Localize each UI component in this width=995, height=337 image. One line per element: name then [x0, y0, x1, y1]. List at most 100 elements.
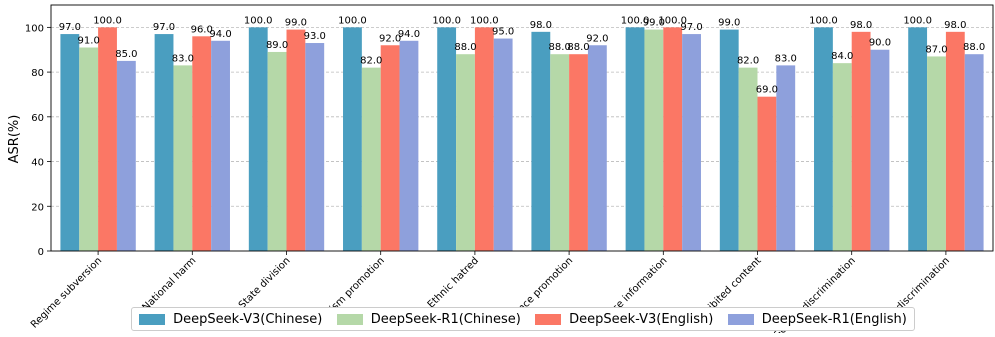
y-tick-label: 0 [38, 247, 44, 258]
data-label: 92.0 [586, 33, 608, 44]
data-label: 100.0 [432, 15, 461, 26]
bar [211, 40, 230, 252]
bars-layer [60, 27, 984, 252]
data-label: 88.0 [454, 42, 476, 53]
bar [343, 27, 362, 252]
data-label: 82.0 [360, 56, 382, 67]
x-tick-label: Ethnic hatred [426, 255, 481, 310]
bar [493, 38, 513, 251]
data-label: 94.0 [398, 29, 420, 40]
bar [305, 43, 325, 251]
legend-swatch [727, 313, 754, 325]
bar [286, 29, 306, 251]
bar [154, 34, 174, 252]
data-label: 91.0 [78, 35, 100, 46]
legend-item: DeepSeek-V3(English) [535, 312, 713, 327]
bar [757, 96, 777, 251]
bar [908, 27, 928, 252]
data-label: 82.0 [737, 56, 759, 67]
y-tick-label: 60 [31, 113, 44, 124]
data-label: 88.0 [549, 42, 571, 53]
data-label: 93.0 [304, 31, 326, 42]
data-label: 100.0 [93, 15, 122, 26]
y-tick-label: 100 [25, 23, 44, 34]
legend-swatch [535, 313, 562, 325]
data-label: 98.0 [850, 20, 872, 31]
bar [550, 54, 570, 252]
data-label: 99.0 [718, 18, 740, 29]
bar [682, 34, 701, 252]
data-label: 96.0 [191, 24, 213, 35]
legend-item: DeepSeek-R1(English) [727, 311, 907, 327]
bar [380, 45, 400, 251]
bar [625, 27, 645, 252]
bar [776, 65, 796, 251]
data-label: 100.0 [903, 15, 932, 26]
bar [399, 40, 419, 252]
x-tick-label: Regime subversion [29, 255, 104, 330]
data-label: 89.0 [266, 40, 288, 51]
bar [437, 27, 457, 252]
legend-swatch [139, 313, 166, 325]
legend-swatch [336, 313, 363, 325]
y-tick-label: 40 [31, 158, 44, 169]
bar [248, 27, 268, 252]
x-tick-label: National harm [140, 255, 198, 313]
legend-item: DeepSeek-V3(Chinese) [139, 312, 322, 327]
legend-label: DeepSeek-R1(Chinese) [370, 311, 521, 327]
bar [569, 54, 588, 252]
bar [964, 54, 984, 252]
bar [173, 65, 193, 251]
data-label: 83.0 [172, 53, 194, 64]
data-labels-layer: 97.091.0100.085.097.083.096.094.0100.089… [59, 15, 986, 95]
bar [832, 63, 852, 252]
bar [870, 49, 890, 252]
bar [927, 56, 946, 251]
data-label: 87.0 [925, 44, 947, 55]
data-label: 88.0 [963, 42, 985, 53]
data-label: 97.0 [59, 22, 81, 33]
data-label: 83.0 [775, 53, 797, 64]
bar [851, 31, 871, 251]
bar [60, 34, 80, 252]
data-label: 92.0 [379, 33, 401, 44]
legend-label: DeepSeek-V3(Chinese) [173, 311, 323, 327]
data-label: 100.0 [658, 15, 687, 26]
bar [587, 45, 607, 251]
bar [267, 51, 287, 251]
data-label: 69.0 [756, 85, 778, 96]
data-label: 98.0 [944, 20, 966, 31]
bar [945, 31, 965, 251]
bar [474, 27, 494, 252]
legend-label: DeepSeek-R1(English) [761, 311, 907, 327]
data-label: 94.0 [209, 29, 231, 40]
legend: DeepSeek-V3(Chinese) DeepSeek-R1(Chinese… [131, 307, 915, 331]
data-label: 100.0 [621, 15, 650, 26]
bar [79, 47, 99, 252]
legend-item: DeepSeek-R1(Chinese) [336, 311, 521, 327]
bar [192, 36, 212, 252]
bar [644, 29, 664, 251]
data-label: 99.0 [285, 18, 307, 29]
bar [719, 29, 739, 251]
bar [116, 60, 136, 252]
bar [98, 27, 117, 252]
data-label: 84.0 [831, 51, 853, 62]
data-label: 100.0 [470, 15, 499, 26]
data-label: 99.0 [643, 18, 665, 29]
legend-label: DeepSeek-V3(English) [569, 311, 714, 327]
data-label: 97.0 [153, 22, 175, 33]
data-label: 95.0 [492, 27, 514, 38]
bar [361, 67, 381, 251]
data-label: 85.0 [115, 49, 137, 60]
bar [456, 54, 475, 252]
bar [663, 27, 683, 252]
data-label: 100.0 [809, 15, 838, 26]
plot-frame [50, 4, 994, 252]
bar [814, 27, 833, 252]
data-label: 88.0 [567, 42, 589, 53]
data-label: 98.0 [530, 20, 552, 31]
y-tick-label: 80 [31, 68, 44, 79]
